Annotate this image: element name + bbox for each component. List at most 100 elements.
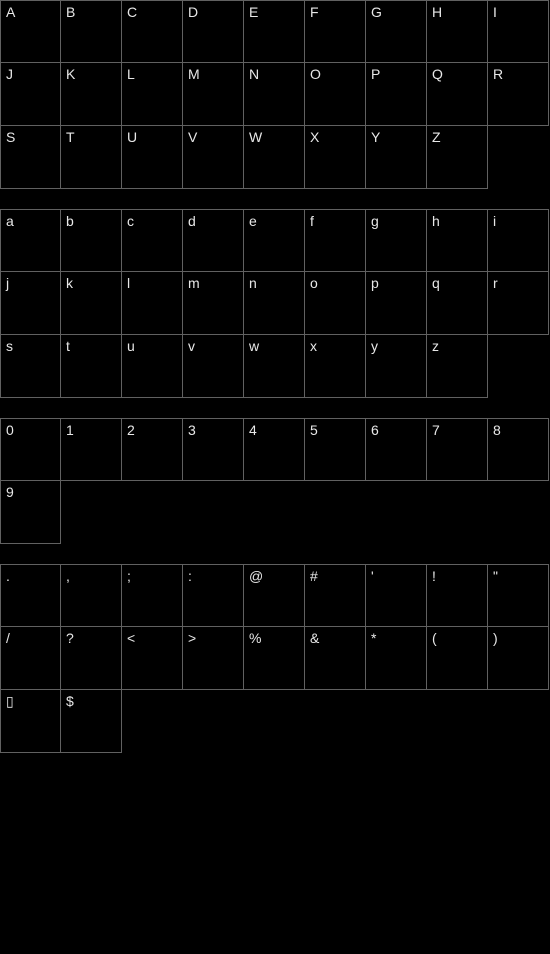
glyph-label: G (371, 4, 382, 20)
glyph-cell[interactable]: g (366, 209, 427, 272)
glyph-cell[interactable]: j (0, 272, 61, 335)
glyph-cell[interactable]: y (366, 335, 427, 398)
glyph-cell[interactable]: X (305, 126, 366, 189)
glyph-cell[interactable]: C (122, 0, 183, 63)
glyph-cell[interactable]: U (122, 126, 183, 189)
glyph-cell[interactable]: 8 (488, 418, 549, 481)
glyph-cell[interactable]: o (305, 272, 366, 335)
glyph-cell[interactable]: q (427, 272, 488, 335)
glyph-cell[interactable]: l (122, 272, 183, 335)
glyph-cell[interactable]: d (183, 209, 244, 272)
glyph-cell[interactable]: 1 (61, 418, 122, 481)
glyph-cell[interactable]: ! (427, 564, 488, 627)
glyph-cell[interactable]: % (244, 627, 305, 690)
glyph-cell[interactable]: O (305, 63, 366, 126)
glyph-cell[interactable]: 5 (305, 418, 366, 481)
glyph-cell[interactable]: < (122, 627, 183, 690)
glyph-cell[interactable]: N (244, 63, 305, 126)
glyph-cell[interactable]: u (122, 335, 183, 398)
glyph-cell[interactable]: e (244, 209, 305, 272)
glyph-cell[interactable]: T (61, 126, 122, 189)
glyph-label: J (6, 66, 13, 82)
glyph-label: w (249, 338, 259, 354)
glyph-cell[interactable]: x (305, 335, 366, 398)
glyph-label: M (188, 66, 200, 82)
glyph-cell[interactable]: 9 (0, 481, 61, 544)
glyph-cell[interactable]: # (305, 564, 366, 627)
glyph-cell[interactable]: W (244, 126, 305, 189)
glyph-label: V (188, 129, 197, 145)
glyph-cell[interactable]: ; (122, 564, 183, 627)
glyph-cell[interactable]: F (305, 0, 366, 63)
glyph-label: < (127, 630, 135, 646)
glyph-cell[interactable]: S (0, 126, 61, 189)
glyph-cell[interactable]: 4 (244, 418, 305, 481)
glyph-cell[interactable]: @ (244, 564, 305, 627)
glyph-cell[interactable]: B (61, 0, 122, 63)
glyph-cell[interactable]: 0 (0, 418, 61, 481)
glyph-cell[interactable]: > (183, 627, 244, 690)
glyph-cell[interactable]: J (0, 63, 61, 126)
glyph-cell[interactable]: w (244, 335, 305, 398)
glyph-cell[interactable]: Y (366, 126, 427, 189)
glyph-label: 9 (6, 484, 14, 500)
glyph-label: I (493, 4, 497, 20)
glyph-cell[interactable]: M (183, 63, 244, 126)
glyph-cell[interactable]: m (183, 272, 244, 335)
glyph-cell[interactable]: 2 (122, 418, 183, 481)
glyph-cell[interactable]: 7 (427, 418, 488, 481)
glyph-cell[interactable]: P (366, 63, 427, 126)
glyph-cell[interactable]: & (305, 627, 366, 690)
glyph-cell[interactable]: k (61, 272, 122, 335)
glyph-cell[interactable]: t (61, 335, 122, 398)
glyph-cell[interactable]: ) (488, 627, 549, 690)
glyph-cell[interactable]: G (366, 0, 427, 63)
glyph-cell[interactable]: V (183, 126, 244, 189)
glyph-cell[interactable]: c (122, 209, 183, 272)
glyph-cell[interactable]: A (0, 0, 61, 63)
glyph-label: P (371, 66, 380, 82)
glyph-cell[interactable]: r (488, 272, 549, 335)
section-digits: 012345678 9 (0, 418, 549, 544)
glyph-cell[interactable]: : (183, 564, 244, 627)
glyph-cell[interactable]: H (427, 0, 488, 63)
section-uppercase: ABCDE F G HI J KLM NOP QR STUV WXYZ (0, 0, 549, 189)
glyph-cell[interactable]: h (427, 209, 488, 272)
glyph-cell[interactable]: a (0, 209, 61, 272)
glyph-cell[interactable]: K (61, 63, 122, 126)
glyph-cell[interactable]: 6 (366, 418, 427, 481)
glyph-cell[interactable]: R (488, 63, 549, 126)
glyph-label: p (371, 275, 379, 291)
glyph-cell[interactable]: p (366, 272, 427, 335)
glyph-cell[interactable]: I (488, 0, 549, 63)
glyph-cell[interactable]: 3 (183, 418, 244, 481)
glyph-cell[interactable]: b (61, 209, 122, 272)
glyph-label: y (371, 338, 378, 354)
glyph-cell[interactable]: ▯ (0, 690, 61, 753)
glyph-label: E (249, 4, 258, 20)
glyph-cell[interactable]: . (0, 564, 61, 627)
glyph-cell[interactable]: Z (427, 126, 488, 189)
glyph-cell[interactable]: ? (61, 627, 122, 690)
glyph-label: z (432, 338, 439, 354)
glyph-cell[interactable]: n (244, 272, 305, 335)
glyph-cell[interactable]: E (244, 0, 305, 63)
glyph-cell[interactable]: i (488, 209, 549, 272)
glyph-cell[interactable]: ( (427, 627, 488, 690)
glyph-cell[interactable]: / (0, 627, 61, 690)
glyph-cell[interactable]: " (488, 564, 549, 627)
glyph-cell[interactable]: s (0, 335, 61, 398)
glyph-cell[interactable]: z (427, 335, 488, 398)
glyph-label: q (432, 275, 440, 291)
glyph-cell[interactable]: ' (366, 564, 427, 627)
glyph-cell[interactable]: D (183, 0, 244, 63)
glyph-cell[interactable]: v (183, 335, 244, 398)
glyph-cell[interactable]: $ (61, 690, 122, 753)
glyph-cell[interactable]: f (305, 209, 366, 272)
glyph-cell[interactable]: * (366, 627, 427, 690)
glyph-cell[interactable]: Q (427, 63, 488, 126)
glyph-label: F (310, 4, 319, 20)
section-gap (0, 398, 550, 418)
glyph-cell[interactable]: , (61, 564, 122, 627)
glyph-cell[interactable]: L (122, 63, 183, 126)
